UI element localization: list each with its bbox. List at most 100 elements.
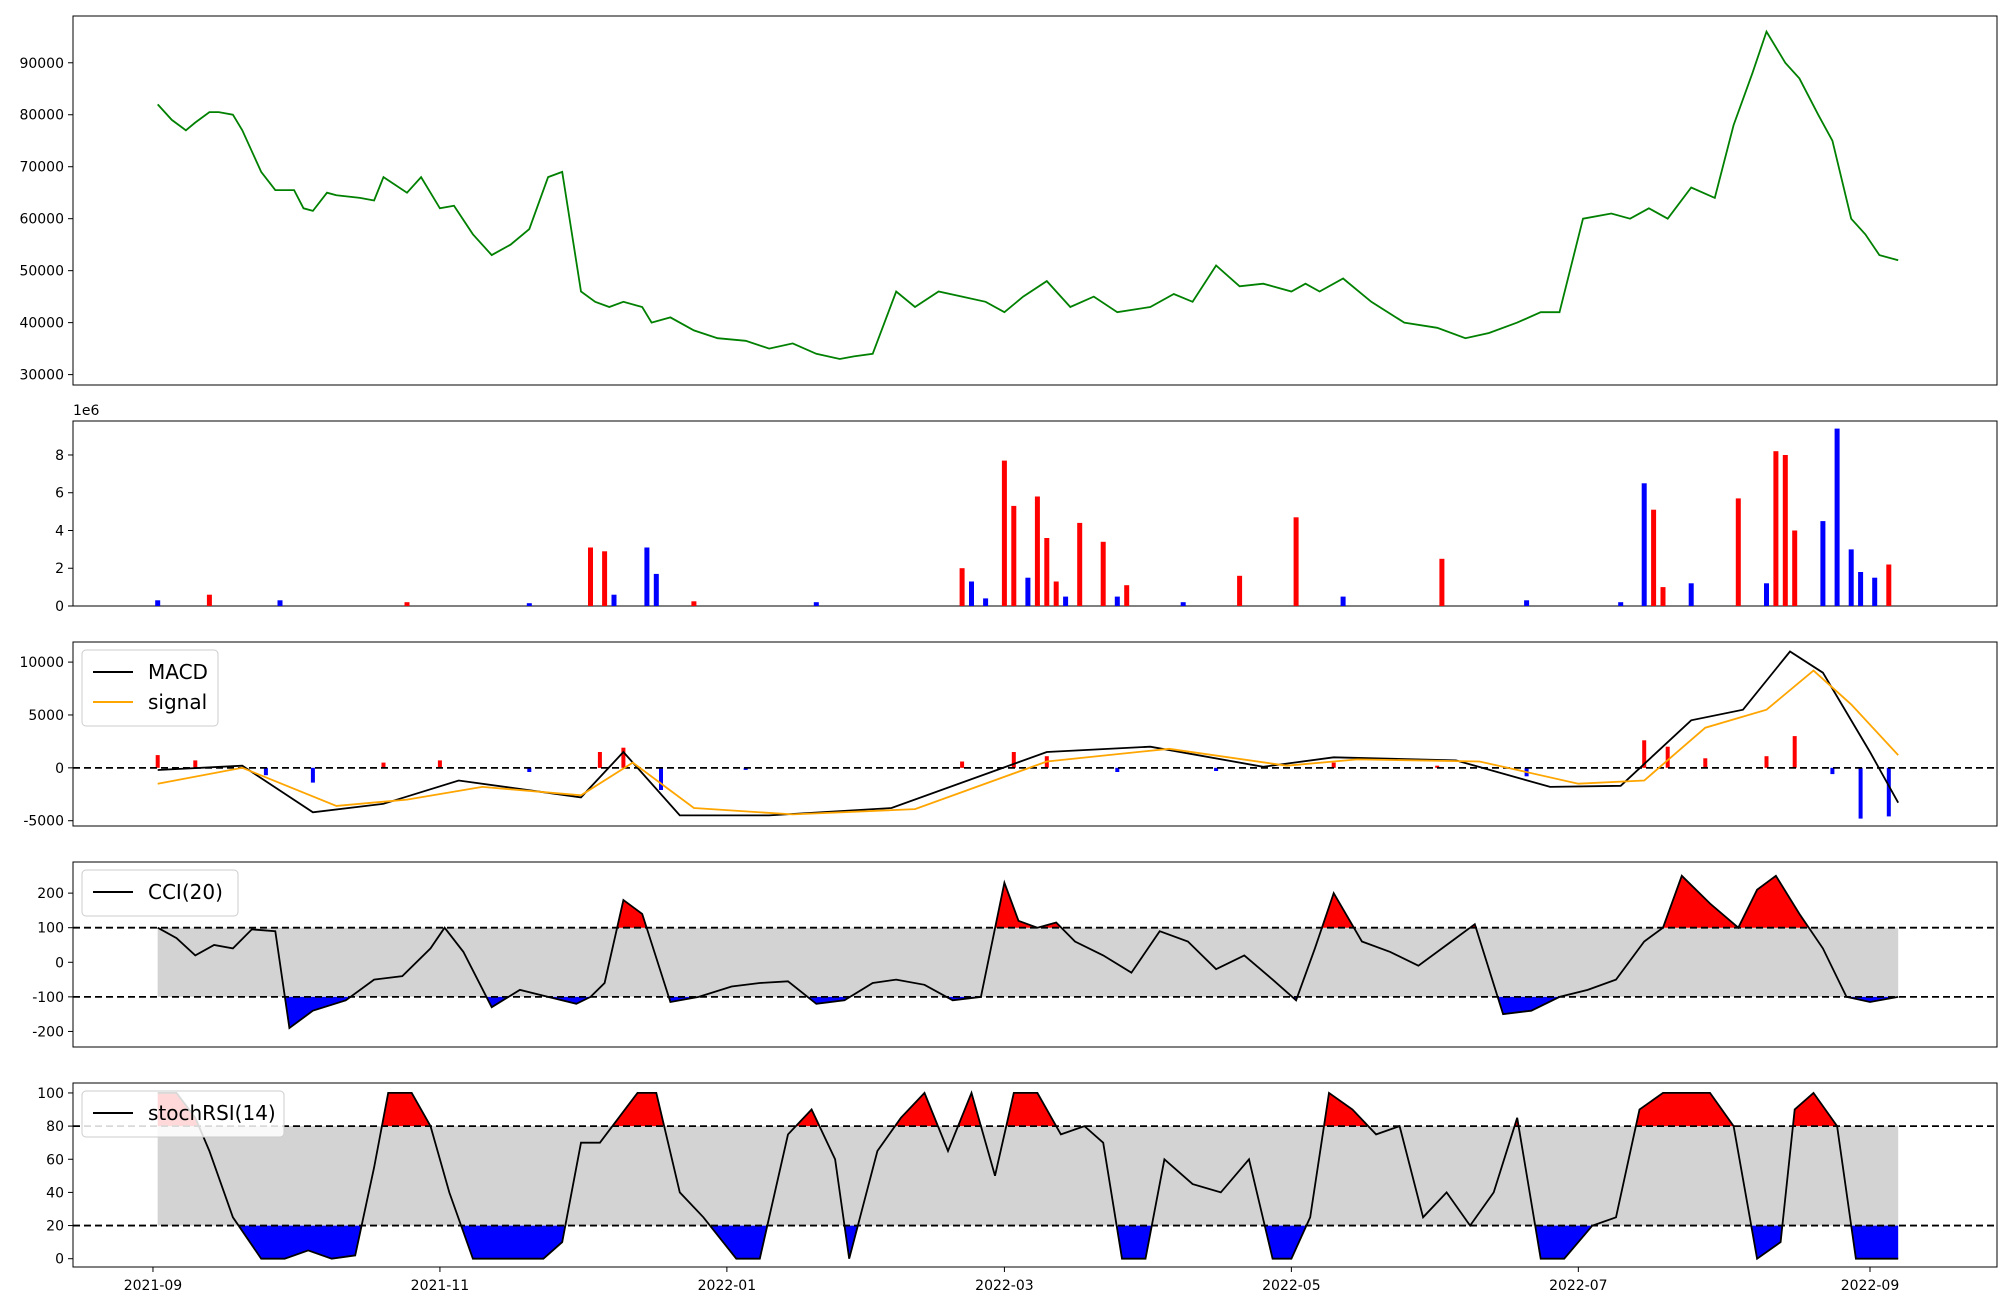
macd-ytick-label: 5000	[28, 708, 64, 724]
price-ytick-label: 50000	[19, 264, 64, 280]
stochrsi-overbought-fill	[1635, 1092, 1734, 1127]
cci-overbought-fill	[1738, 875, 1809, 928]
macd-histogram-bar	[1642, 740, 1647, 768]
volume-bar	[1011, 505, 1017, 606]
volume-ytick-label: 4	[55, 523, 64, 539]
macd-histogram-bar	[960, 761, 965, 768]
volume-bar	[206, 594, 212, 606]
macd-histogram-bar	[437, 760, 442, 768]
volume-bar	[1025, 577, 1031, 606]
volume-bar	[1124, 585, 1130, 606]
price-ytick-label: 40000	[19, 316, 64, 332]
macd-legend-label: signal	[148, 690, 207, 714]
volume-bar	[155, 600, 161, 606]
stochrsi-oversold-fill	[238, 1225, 362, 1259]
stochrsi-overbought-fill	[1324, 1092, 1369, 1127]
cci-ytick-label: 100	[37, 921, 64, 937]
volume-bar	[1820, 521, 1826, 606]
volume-bar	[1077, 522, 1083, 606]
volume-bar	[602, 551, 608, 606]
macd-histogram-bar	[1886, 767, 1891, 817]
axes-frame	[72, 1082, 1998, 1268]
volume-bar	[1524, 600, 1530, 606]
macd-histogram-bar	[1011, 752, 1016, 768]
macd-histogram-bar	[743, 767, 748, 770]
volume-ytick-label: 2	[55, 561, 64, 577]
price-ytick-label: 30000	[19, 368, 64, 384]
price-ytick-label: 60000	[19, 212, 64, 228]
volume-bar	[1100, 541, 1106, 606]
stochrsi-oversold-fill	[709, 1225, 768, 1259]
volume-bar	[588, 547, 593, 606]
volume-ytick-label: 8	[55, 448, 64, 464]
stochrsi-overbought-fill	[612, 1092, 665, 1127]
xtick-label: 2022-05	[1262, 1278, 1321, 1294]
volume-bar	[1114, 596, 1120, 606]
macd-histogram-bar	[263, 767, 268, 776]
stochrsi-oversold-fill	[461, 1225, 566, 1259]
cci-overbought-fill	[617, 900, 647, 928]
cci-legend-box	[81, 869, 239, 917]
volume-bar	[1858, 572, 1864, 606]
macd-series-macd	[157, 650, 1899, 817]
volume-bar	[1688, 583, 1694, 606]
cci-oversold-fill	[1846, 996, 1899, 1002]
cci-oversold-fill	[284, 996, 351, 1028]
macd-histogram-bar	[381, 762, 386, 768]
stochrsi-ytick-label: 80	[46, 1119, 64, 1135]
volume-bar	[983, 598, 989, 606]
cci-ytick-label: 200	[37, 886, 64, 902]
volume-bar	[1237, 575, 1243, 606]
macd-ytick-label: 10000	[19, 655, 64, 671]
price-ytick-label: 70000	[19, 160, 64, 176]
xtick-label: 2022-07	[1549, 1278, 1608, 1294]
price-ytick-label: 90000	[19, 56, 64, 72]
macd-histogram-bar	[1703, 758, 1708, 768]
volume-bar	[1034, 496, 1040, 606]
axes-frame	[72, 15, 1998, 386]
axes-frame	[72, 861, 1998, 1048]
volume-bar	[1773, 451, 1779, 606]
stochrsi-oversold-fill	[1851, 1225, 1899, 1259]
macd-histogram-bar	[1115, 767, 1120, 772]
macd-histogram-bar	[597, 752, 602, 768]
volume-bar	[1792, 530, 1798, 606]
volume-bar	[1053, 581, 1059, 606]
cci-ytick-label: -100	[32, 990, 64, 1006]
cci-ytick-label: -200	[32, 1024, 64, 1040]
volume-bar	[1660, 587, 1666, 606]
xtick-label: 2021-11	[411, 1278, 470, 1294]
volume-bar	[611, 594, 617, 606]
volume-bar	[1782, 455, 1788, 606]
volume-bar	[959, 568, 965, 606]
stochrsi-band-fill	[157, 1126, 1899, 1226]
macd-histogram-bar	[527, 767, 532, 772]
volume-ytick-label: 0	[55, 599, 64, 615]
cci-legend-label: CCI(20)	[148, 880, 223, 904]
volume-bar	[1872, 577, 1878, 606]
macd-histogram-bar	[1214, 767, 1219, 771]
macd-histogram-bar	[659, 767, 663, 790]
volume-bar	[1641, 483, 1647, 606]
volume-bar	[404, 602, 410, 606]
cci-overbought-fill	[995, 882, 1038, 928]
stochrsi-overbought-fill	[958, 1092, 981, 1127]
volume-bar	[1886, 564, 1892, 606]
cci-band-fill	[157, 927, 1899, 997]
volume-bar	[1293, 517, 1299, 606]
volume-bar	[1735, 498, 1741, 606]
stochrsi-oversold-fill	[1751, 1225, 1783, 1259]
xtick-label: 2022-01	[698, 1278, 757, 1294]
macd-histogram-bar	[1435, 765, 1440, 768]
stochrsi-ytick-label: 0	[55, 1252, 64, 1268]
volume-bar	[1651, 509, 1657, 606]
macd-histogram-bar	[1665, 746, 1670, 768]
macd-legend-box	[81, 649, 219, 727]
volume-bar	[1180, 602, 1186, 606]
volume-bar	[1618, 602, 1624, 606]
macd-histogram-bar	[1331, 762, 1336, 768]
stochrsi-oversold-fill	[1264, 1225, 1307, 1259]
price-ytick-label: 80000	[19, 108, 64, 124]
macd-histogram-bar	[621, 747, 626, 768]
